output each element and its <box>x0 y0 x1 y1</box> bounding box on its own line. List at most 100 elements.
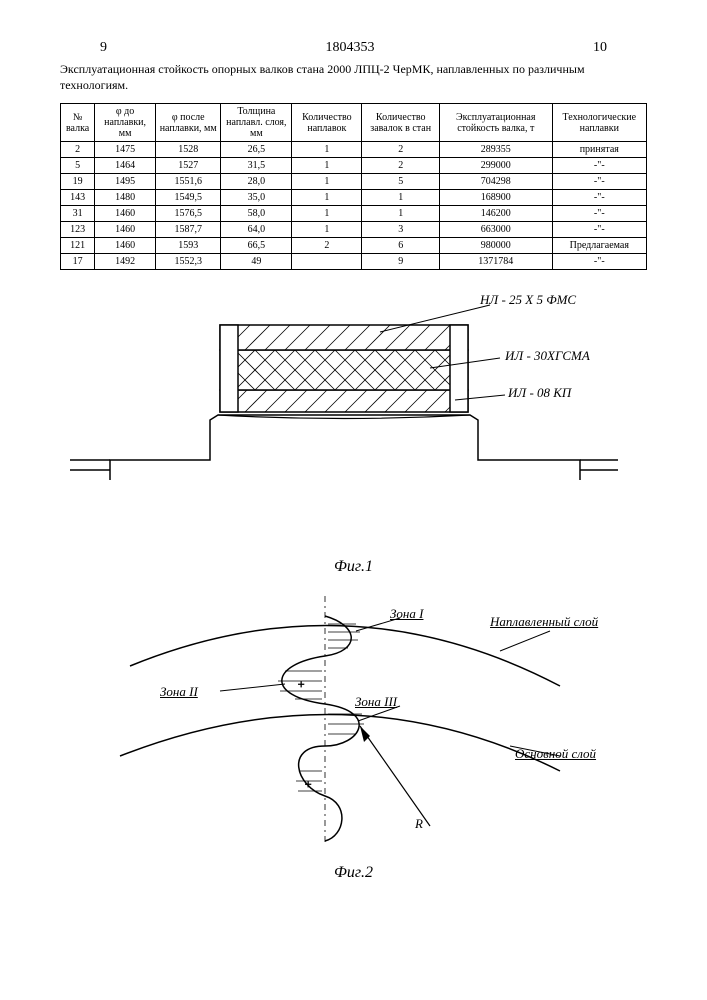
table-title: Эксплуатационная стойкость опорных валко… <box>60 62 647 93</box>
fig2-zone3: Зона III <box>355 694 397 710</box>
table-cell: 2 <box>362 142 439 158</box>
table-cell: 1460 <box>95 206 156 222</box>
fig2-napl: Наплавленный слой <box>490 614 600 630</box>
table-cell: 1495 <box>95 174 156 190</box>
table-row: 21475152826,512289355принятая <box>61 142 647 158</box>
table-row: 3114601576,558,011146200-"- <box>61 206 647 222</box>
table-cell: 146200 <box>439 206 552 222</box>
fig2-zone1: Зона I <box>390 606 423 622</box>
table-header: № валка <box>61 104 95 142</box>
table-cell: 31 <box>61 206 95 222</box>
fig2-R: R <box>415 816 423 832</box>
table-row: 1211460159366,526980000Предлагаемая <box>61 238 647 254</box>
table-cell: 19 <box>61 174 95 190</box>
fig1-label-top: НЛ - 25 Х 5 ФМС <box>480 292 576 308</box>
table-row: 51464152731,512299000-"- <box>61 158 647 174</box>
table-cell: 1576,5 <box>155 206 220 222</box>
fig1-label-bot: ИЛ - 08 КП <box>508 385 571 401</box>
table-cell: 49 <box>221 254 292 270</box>
figure-1: НЛ - 25 Х 5 ФМС ИЛ - 30ХГСМА ИЛ - 08 КП <box>60 290 647 550</box>
table-cell: 3 <box>362 222 439 238</box>
table-cell: 9 <box>362 254 439 270</box>
table-cell: 299000 <box>439 158 552 174</box>
table-cell: 168900 <box>439 190 552 206</box>
table-cell: 2 <box>61 142 95 158</box>
table-cell: 31,5 <box>221 158 292 174</box>
table-cell: 663000 <box>439 222 552 238</box>
fig2-caption: Фиг.2 <box>60 864 647 882</box>
table-cell: 123 <box>61 222 95 238</box>
table-cell: 1551,6 <box>155 174 220 190</box>
table-cell: -"- <box>552 190 646 206</box>
table-cell: 1371784 <box>439 254 552 270</box>
fig2-zone2: Зона II <box>160 684 198 700</box>
table-header: φ до наплавки, мм <box>95 104 156 142</box>
table-cell: 980000 <box>439 238 552 254</box>
table-row: 1914951551,628,015704298-"- <box>61 174 647 190</box>
table-cell: 17 <box>61 254 95 270</box>
table-cell: 1492 <box>95 254 156 270</box>
table-cell: 64,0 <box>221 222 292 238</box>
table-cell: 1593 <box>155 238 220 254</box>
table-cell: 1 <box>362 190 439 206</box>
table-cell: 121 <box>61 238 95 254</box>
table-cell: 1475 <box>95 142 156 158</box>
table-row: 14314801549,535,011168900-"- <box>61 190 647 206</box>
table-cell: 289355 <box>439 142 552 158</box>
table-cell: 1549,5 <box>155 190 220 206</box>
table-cell: 28,0 <box>221 174 292 190</box>
table-cell: -"- <box>552 254 646 270</box>
table-cell: принятая <box>552 142 646 158</box>
table-cell: 2 <box>362 158 439 174</box>
table-header: φ после наплавки, мм <box>155 104 220 142</box>
table-cell: 1 <box>292 142 362 158</box>
table-header: Эксплуатационная стойкость валка, т <box>439 104 552 142</box>
page-left: 9 <box>100 40 107 56</box>
table-cell: 1587,7 <box>155 222 220 238</box>
table-row: 12314601587,764,013663000-"- <box>61 222 647 238</box>
fig2-osn: Основной слой <box>515 746 605 762</box>
table-cell: 704298 <box>439 174 552 190</box>
page-right: 10 <box>593 40 607 56</box>
table-cell: 1460 <box>95 238 156 254</box>
figure-2: + + Зона I Зона II Зона III Наплавленный… <box>60 596 647 856</box>
table-cell: 1464 <box>95 158 156 174</box>
table-cell: -"- <box>552 222 646 238</box>
durability-table: № валкаφ до наплавки, ммφ после наплавки… <box>60 103 647 270</box>
table-cell: 1 <box>292 174 362 190</box>
doc-number: 1804353 <box>107 40 593 56</box>
table-cell: 1552,3 <box>155 254 220 270</box>
table-header: Толщина наплавл. слоя, мм <box>221 104 292 142</box>
table-cell <box>292 254 362 270</box>
svg-text:+: + <box>297 677 305 691</box>
table-cell: 1 <box>292 206 362 222</box>
table-cell: -"- <box>552 206 646 222</box>
figure-2-svg: + + <box>60 596 620 846</box>
table-cell: Предлагаемая <box>552 238 646 254</box>
table-cell: 1527 <box>155 158 220 174</box>
page-header: 9 1804353 10 <box>60 40 647 56</box>
table-cell: -"- <box>552 174 646 190</box>
table-cell: 5 <box>61 158 95 174</box>
svg-text:+: + <box>304 777 312 791</box>
table-cell: 1 <box>362 206 439 222</box>
table-cell: 58,0 <box>221 206 292 222</box>
table-cell: 66,5 <box>221 238 292 254</box>
table-header: Количество завалок в стан <box>362 104 439 142</box>
table-row: 1714921552,349 91371784-"- <box>61 254 647 270</box>
table-cell: 1528 <box>155 142 220 158</box>
table-cell: 143 <box>61 190 95 206</box>
table-cell: 5 <box>362 174 439 190</box>
table-cell: 2 <box>292 238 362 254</box>
table-cell: 1460 <box>95 222 156 238</box>
fig1-label-mid: ИЛ - 30ХГСМА <box>505 348 590 364</box>
table-cell: 6 <box>362 238 439 254</box>
table-header: Количество наплавок <box>292 104 362 142</box>
table-cell: 1 <box>292 222 362 238</box>
table-cell: 35,0 <box>221 190 292 206</box>
table-cell: 1480 <box>95 190 156 206</box>
table-cell: -"- <box>552 158 646 174</box>
table-cell: 26,5 <box>221 142 292 158</box>
fig1-caption: Фиг.1 <box>60 558 647 576</box>
table-cell: 1 <box>292 158 362 174</box>
